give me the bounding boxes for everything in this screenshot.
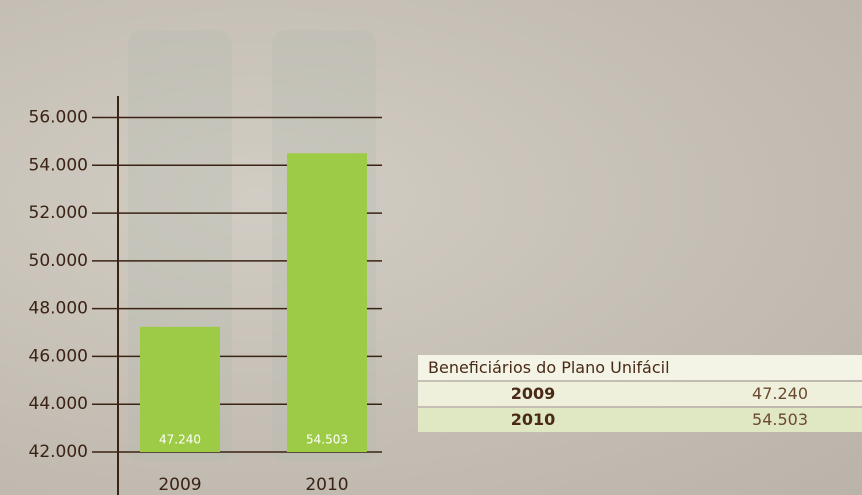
y-tick-label: 54.000 — [29, 155, 88, 175]
y-tick-label: 46.000 — [29, 346, 88, 366]
table-cell: 54.503 — [648, 408, 808, 432]
bar-value-label: 47.240 — [159, 433, 201, 447]
y-tick-label: 52.000 — [29, 203, 88, 223]
data-table: Beneficiários do Plano Unifácil 2009 47.… — [418, 355, 862, 432]
table-cell: 47.240 — [648, 382, 808, 406]
table-cell: 2010 — [418, 408, 648, 432]
y-tick-label: 50.000 — [29, 251, 88, 271]
y-tick-label: 56.000 — [29, 108, 88, 128]
y-tick-label: 44.000 — [29, 394, 88, 414]
table-row: 2009 47.240 — [418, 382, 862, 406]
table-title: Beneficiários do Plano Unifácil — [418, 355, 862, 380]
table-row: 2010 54.503 — [418, 408, 862, 432]
x-tick-label: 2009 — [158, 475, 201, 495]
bar — [287, 153, 367, 452]
y-tick-label: 48.000 — [29, 299, 88, 319]
y-tick-label: 42.000 — [29, 442, 88, 462]
x-tick-label: 2010 — [305, 475, 348, 495]
page: 42.000 44.000 46.000 48.000 50.000 52.000 54.0… — [0, 0, 862, 495]
table-cell: 2009 — [418, 382, 648, 406]
bar-value-label: 54.503 — [306, 433, 348, 447]
